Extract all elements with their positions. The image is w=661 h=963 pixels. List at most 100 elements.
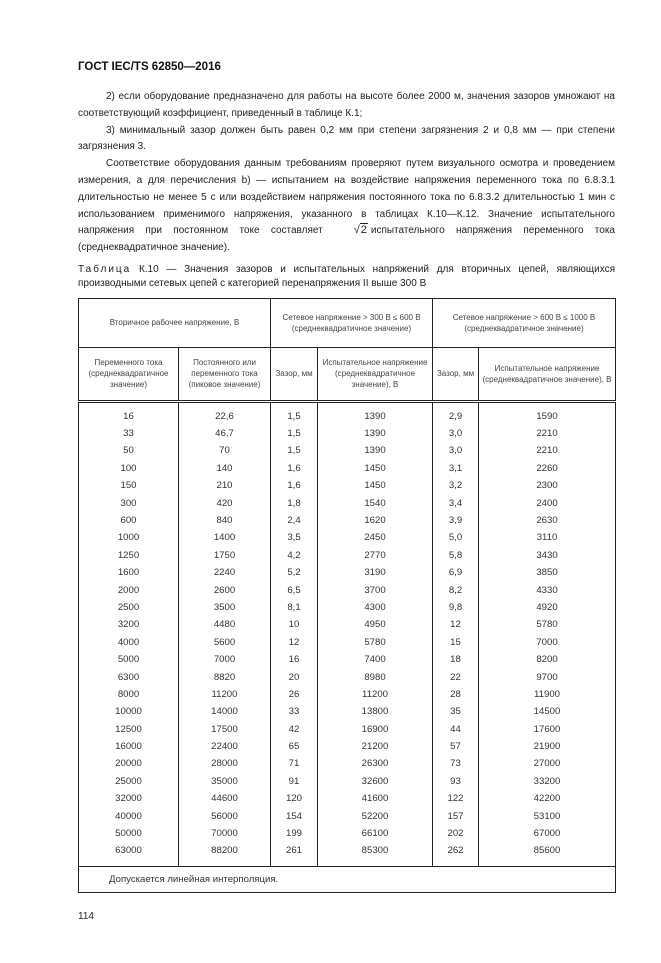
table-cell: 2770 [317, 547, 434, 565]
table-row: 150 210 1,6 1450 3,2 2300 [78, 477, 617, 495]
table-cell: 2210 [478, 425, 617, 443]
table-cell: 261 [270, 842, 319, 867]
table-cell: 199 [270, 825, 319, 843]
table-cell: 1620 [317, 512, 434, 530]
table-row: 40000 56000 154 52200 157 53100 [78, 807, 617, 826]
table-cell: 6,5 [270, 581, 319, 600]
table-cell: 3430 [478, 547, 617, 565]
table-cell: 11900 [478, 686, 617, 704]
table-row: 4000 5600 12 5780 15 7000 [78, 634, 617, 652]
table-cell: 32000 [78, 790, 179, 808]
table-cell: 3,0 [432, 425, 480, 443]
table-cell: 22 [432, 668, 480, 687]
table-cell: 9,8 [432, 599, 480, 617]
table-cell: 600 [78, 512, 179, 530]
table-cell: 8,2 [432, 581, 480, 600]
column-header: Испытательное напряжение (среднеквадрати… [478, 346, 617, 403]
table-cell: 32600 [317, 773, 434, 791]
table-row: 3200 4480 10 4950 12 5780 [78, 616, 617, 635]
table-row: 50 70 1,5 1390 3,0 2210 [78, 442, 617, 461]
table-cell: 3,4 [432, 494, 480, 513]
table-cell: 20 [270, 668, 319, 687]
table-cell: 53100 [478, 807, 617, 826]
group-header: Сетевое напряжение > 600 В ≤ 1000 В (сре… [432, 297, 617, 348]
table-row: 20000 28000 71 26300 73 27000 [78, 755, 617, 774]
table-row: 2000 2600 6,5 3700 8,2 4330 [78, 581, 617, 600]
table-cell: 2000 [78, 581, 179, 600]
table-caption: Таблица К.10 — Значения зазоров и испыта… [78, 263, 615, 290]
table-cell: 2210 [478, 442, 617, 461]
table-cell: 2600 [177, 581, 272, 600]
table-cell: 300 [78, 494, 179, 513]
table-cell: 122 [432, 790, 480, 808]
table-cell: 1390 [317, 425, 434, 443]
table-cell: 70 [177, 442, 272, 461]
table-cell: 1600 [78, 564, 179, 582]
table-cell: 1590 [478, 401, 617, 426]
body-text: 2) если оборудование предназначено для р… [78, 89, 615, 257]
group-header: Сетевое напряжение > 300 В ≤ 600 В (сред… [270, 297, 434, 348]
table-row: 50000 70000 199 66100 202 67000 [78, 825, 617, 843]
table-cell: 1,5 [270, 425, 319, 443]
table-cell: 8820 [177, 668, 272, 687]
table-cell: 10000 [78, 703, 179, 721]
table-cell: 150 [78, 477, 179, 495]
table-cell: 3,5 [270, 529, 319, 548]
table-cell: 66100 [317, 825, 434, 843]
table-cell: 4300 [317, 599, 434, 617]
table-cell: 140 [177, 460, 272, 478]
table-cell: 8200 [478, 651, 617, 669]
table-cell: 88200 [177, 842, 272, 867]
table-cell: 1390 [317, 442, 434, 461]
table-cell: 2260 [478, 460, 617, 478]
page-number: 114 [78, 911, 94, 923]
group-header: Вторичное рабочее напряжение, В [77, 297, 272, 348]
paragraph-text: испытательного напряжения переменного то… [78, 225, 615, 254]
table-cell: 42 [270, 721, 319, 739]
table-row: 63000 88200 261 85300 262 85600 [78, 842, 617, 867]
table-row: 1250 1750 4,2 2770 5,8 3430 [78, 547, 617, 565]
table-cell: 4000 [78, 634, 179, 652]
table-cell: 120 [270, 790, 319, 808]
table-cell: 41600 [317, 790, 434, 808]
table-cell: 1,8 [270, 494, 319, 513]
table-cell: 12 [432, 616, 480, 635]
table-cell: 57 [432, 738, 480, 756]
table-cell: 840 [177, 512, 272, 530]
table-cell: 3,9 [432, 512, 480, 530]
table-cell: 1400 [177, 529, 272, 548]
table-cell: 27000 [478, 755, 617, 774]
table-row: 32000 44600 120 41600 122 42200 [78, 790, 617, 808]
table-cell: 35 [432, 703, 480, 721]
table-cell: 5,2 [270, 564, 319, 582]
paragraph: 2) если оборудование предназначено для р… [78, 91, 615, 119]
table-cell: 18 [432, 651, 480, 669]
table-cell: 1,6 [270, 460, 319, 478]
table-row: 5000 7000 16 7400 18 8200 [78, 651, 617, 669]
table-cell: 202 [432, 825, 480, 843]
table-cell: 10 [270, 616, 319, 635]
table-cell: 3700 [317, 581, 434, 600]
table-cell: 4950 [317, 616, 434, 635]
table-cell: 16900 [317, 721, 434, 739]
table-cell: 5780 [478, 616, 617, 635]
table-row: 600 840 2,4 1620 3,9 2630 [78, 512, 617, 530]
table-cell: 1450 [317, 460, 434, 478]
table-cell: 33 [78, 425, 179, 443]
table-cell: 3110 [478, 529, 617, 548]
table-cell: 8980 [317, 668, 434, 687]
table-cell: 3500 [177, 599, 272, 617]
table-cell: 210 [177, 477, 272, 495]
table-cell: 73 [432, 755, 480, 774]
document-header: ГОСТ IEC/TS 62850—2016 [78, 61, 221, 73]
table-cell: 52200 [317, 807, 434, 826]
table-cell: 2630 [478, 512, 617, 530]
table-cell: 70000 [177, 825, 272, 843]
table-cell: 1,6 [270, 477, 319, 495]
table-cell: 4,2 [270, 547, 319, 565]
table-cell: 1450 [317, 477, 434, 495]
table-cell: 46,7 [177, 425, 272, 443]
table-cell: 15 [432, 634, 480, 652]
table-cell: 22400 [177, 738, 272, 756]
